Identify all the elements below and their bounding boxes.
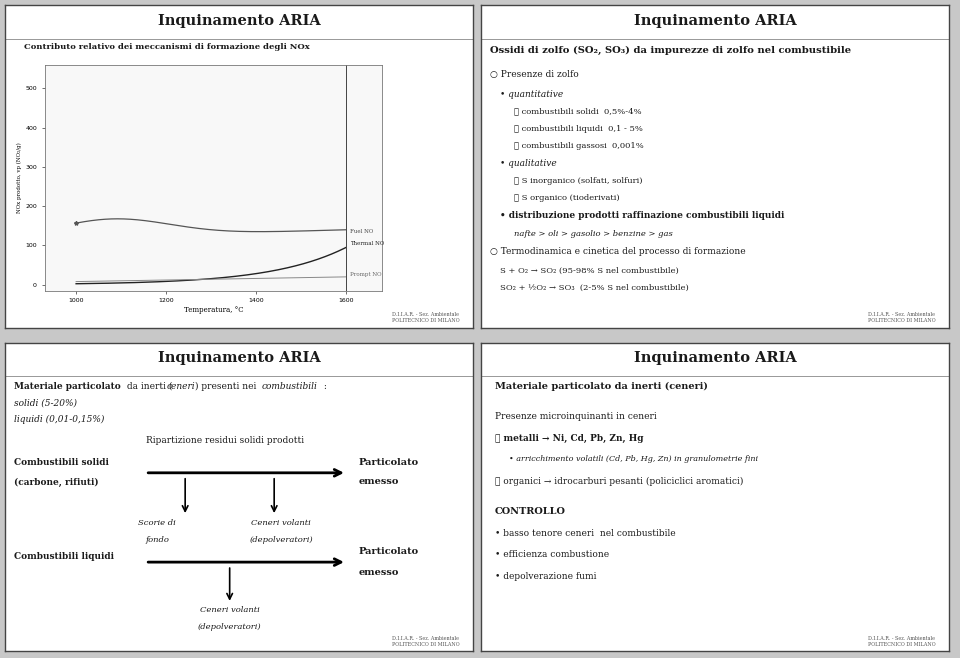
Text: Materiale particolato da inerti (ceneri): Materiale particolato da inerti (ceneri)	[495, 382, 708, 391]
Text: ➤ S inorganico (solfati, solfuri): ➤ S inorganico (solfati, solfuri)	[514, 177, 642, 185]
Text: Inquinamento ARIA: Inquinamento ARIA	[634, 14, 797, 28]
Text: • efficienza combustione: • efficienza combustione	[495, 550, 610, 559]
Text: nafte > oli > gasolio > benzine > gas: nafte > oli > gasolio > benzine > gas	[514, 230, 673, 238]
Text: (carbone, rifiuti): (carbone, rifiuti)	[14, 478, 99, 486]
Text: Materiale particolato: Materiale particolato	[14, 382, 121, 391]
Text: D.I.I.A.R. - Sez. Ambientale
POLITECNICO DI MILANO: D.I.I.A.R. - Sez. Ambientale POLITECNICO…	[868, 312, 935, 323]
Text: Combustibili solidi: Combustibili solidi	[14, 458, 109, 467]
Text: Presenze microinquinanti in ceneri: Presenze microinquinanti in ceneri	[495, 412, 657, 421]
Text: • arricchimento volatili (Cd, Pb, Hg, Zn) in granulometrie fini: • arricchimento volatili (Cd, Pb, Hg, Zn…	[504, 455, 758, 463]
Text: S + O₂ → SO₂ (95-98% S nel combustibile): S + O₂ → SO₂ (95-98% S nel combustibile)	[500, 267, 679, 275]
Text: Thermal NO: Thermal NO	[350, 241, 385, 246]
Text: ) presenti nei: ) presenti nei	[195, 382, 259, 391]
Text: combustibili: combustibili	[261, 382, 318, 391]
Text: :: :	[321, 382, 327, 391]
Text: • basso tenore ceneri  nel combustibile: • basso tenore ceneri nel combustibile	[495, 528, 676, 538]
Text: da inerti (: da inerti (	[124, 382, 173, 391]
Text: emesso: emesso	[358, 568, 398, 576]
Text: ○ Termodinamica e cinetica del processo di formazione: ○ Termodinamica e cinetica del processo …	[491, 247, 746, 256]
Text: solidi (5-20%): solidi (5-20%)	[14, 399, 77, 408]
Text: Fuel NO: Fuel NO	[350, 229, 373, 234]
Text: Contributo relativo dei meccanismi di formazione degli NOx: Contributo relativo dei meccanismi di fo…	[24, 43, 309, 51]
Text: • qualitative: • qualitative	[500, 159, 557, 168]
Text: fondo: fondo	[145, 536, 169, 544]
X-axis label: Temperatura, °C: Temperatura, °C	[183, 306, 243, 314]
Text: • distribuzione prodotti raffinazione combustibili liquidi: • distribuzione prodotti raffinazione co…	[500, 211, 784, 220]
Text: Scorie di: Scorie di	[138, 519, 176, 527]
Text: Particolato: Particolato	[358, 458, 419, 467]
Text: ○ Presenze di zolfo: ○ Presenze di zolfo	[491, 70, 579, 79]
Text: ➤ S organico (tioderivati): ➤ S organico (tioderivati)	[514, 194, 619, 202]
Text: ➤ organici → idrocarburi pesanti (policiclici aromatici): ➤ organici → idrocarburi pesanti (polici…	[495, 477, 743, 486]
Text: Prompt NO: Prompt NO	[350, 272, 382, 278]
Text: Inquinamento ARIA: Inquinamento ARIA	[157, 351, 321, 365]
Text: D.I.I.A.R. - Sez. Ambientale
POLITECNICO DI MILANO: D.I.I.A.R. - Sez. Ambientale POLITECNICO…	[392, 312, 459, 323]
Text: emesso: emesso	[358, 478, 398, 486]
Text: D.I.I.A.R. - Sez. Ambientale
POLITECNICO DI MILANO: D.I.I.A.R. - Sez. Ambientale POLITECNICO…	[868, 636, 935, 647]
Text: Ripartizione residui solidi prodotti: Ripartizione residui solidi prodotti	[146, 436, 304, 445]
Text: CONTROLLO: CONTROLLO	[495, 507, 565, 516]
Text: ➤ combustibili gassosi  0,001%: ➤ combustibili gassosi 0,001%	[514, 142, 643, 150]
Y-axis label: NOx prodotto, vp (NO₂/g): NOx prodotto, vp (NO₂/g)	[17, 142, 22, 213]
Text: ➤ metalli → Ni, Cd, Pb, Zn, Hg: ➤ metalli → Ni, Cd, Pb, Zn, Hg	[495, 434, 643, 443]
Text: Inquinamento ARIA: Inquinamento ARIA	[634, 351, 797, 365]
Text: ➤ combustibili liquidi  0,1 - 5%: ➤ combustibili liquidi 0,1 - 5%	[514, 125, 642, 133]
Text: Ceneri volanti: Ceneri volanti	[200, 606, 259, 614]
Text: • depolverazione fumi: • depolverazione fumi	[495, 572, 596, 580]
Text: • quantitative: • quantitative	[500, 90, 563, 99]
Text: ➤ combustibili solidi  0,5%-4%: ➤ combustibili solidi 0,5%-4%	[514, 108, 641, 116]
Text: Ossidi di zolfo (SO₂, SO₃) da impurezze di zolfo nel combustibile: Ossidi di zolfo (SO₂, SO₃) da impurezze …	[491, 45, 852, 55]
Text: Ceneri volanti: Ceneri volanti	[252, 519, 311, 527]
Text: D.I.I.A.R. - Sez. Ambientale
POLITECNICO DI MILANO: D.I.I.A.R. - Sez. Ambientale POLITECNICO…	[392, 636, 459, 647]
Text: ceneri: ceneri	[166, 382, 195, 391]
Text: Combustibili liquidi: Combustibili liquidi	[14, 552, 114, 561]
Text: (depolveratori): (depolveratori)	[250, 536, 313, 544]
Text: liquidi (0,01-0,15%): liquidi (0,01-0,15%)	[14, 415, 105, 424]
Text: Particolato: Particolato	[358, 547, 419, 556]
Text: (depolveratori): (depolveratori)	[198, 622, 261, 631]
Text: Inquinamento ARIA: Inquinamento ARIA	[157, 14, 321, 28]
Text: SO₂ + ½O₂ → SO₃  (2-5% S nel combustibile): SO₂ + ½O₂ → SO₃ (2-5% S nel combustibile…	[500, 284, 688, 292]
